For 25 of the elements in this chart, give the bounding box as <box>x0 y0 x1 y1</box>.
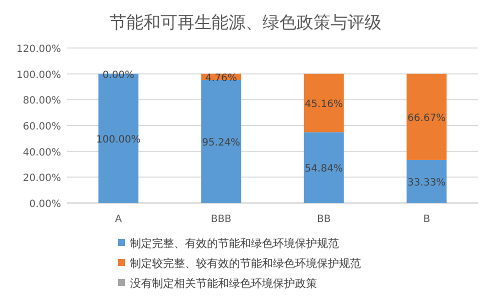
x-tick-label: B <box>423 214 430 225</box>
bar <box>406 74 447 160</box>
data-label: 33.33% <box>408 177 446 188</box>
bar <box>201 80 242 203</box>
legend-label: 没有制定相关节能和绿色环境保护政策 <box>130 277 317 290</box>
x-tick-label: A <box>114 214 122 225</box>
data-label: 54.84% <box>304 164 343 175</box>
data-label: 66.67% <box>408 112 446 124</box>
bar <box>304 74 344 132</box>
legend-label: 制定较完整、较有效的节能和绿色环境保护规范 <box>130 257 361 270</box>
chart-title: 节能和可再生能源、绿色政策与评级 <box>110 13 382 33</box>
bar <box>406 160 447 203</box>
y-tick-label: 120.00% <box>16 44 61 55</box>
y-tick-label: 60.00% <box>22 122 61 132</box>
data-label: 45.16% <box>304 99 343 110</box>
y-tick-label: 40.00% <box>22 147 61 158</box>
x-tick-label: BBB <box>210 214 232 225</box>
legend-label: 制定完整、有效的节能和绿色环境保护规范 <box>130 237 339 250</box>
y-tick-label: 20.00% <box>22 173 61 184</box>
y-tick-label: 80.00% <box>22 96 61 107</box>
y-tick-label: 0.00% <box>29 199 61 210</box>
y-tick-label: 100.00% <box>16 70 61 81</box>
data-label: 95.24% <box>202 137 240 148</box>
x-tick-label: BB <box>317 214 331 225</box>
bar <box>304 132 344 203</box>
